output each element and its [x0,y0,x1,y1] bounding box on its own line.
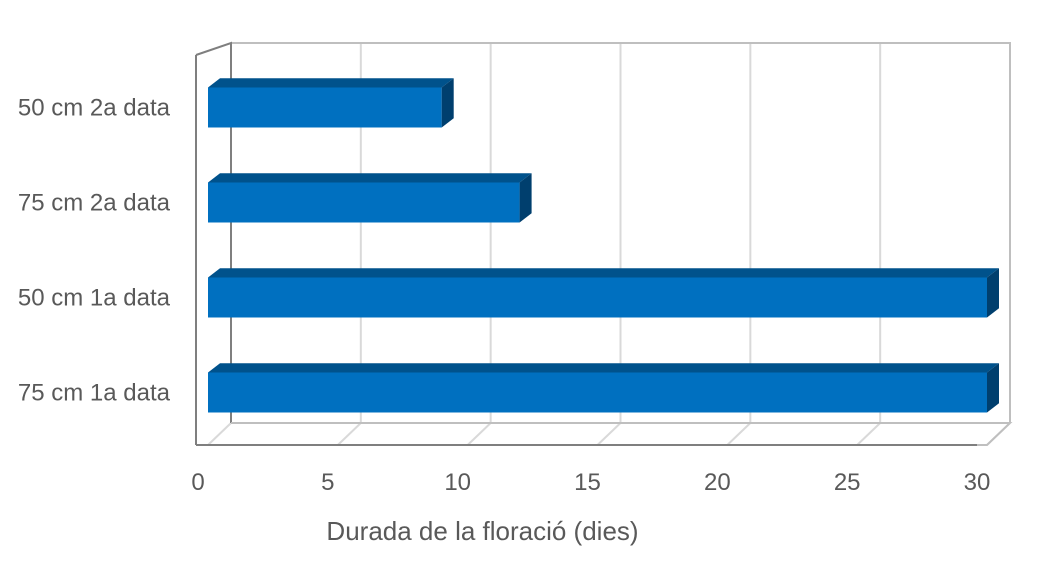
bar [208,268,999,318]
category-label: 50 cm 1a data [18,285,171,312]
bar-side [441,78,454,128]
floor-gridline [337,422,362,446]
x-tick-labels: 0 5 10 15 20 25 30 [191,469,990,496]
bar-side [519,173,532,223]
x-tick-label: 30 [964,469,991,496]
back-wall-outline [231,42,1011,423]
floor-gridline [856,422,881,446]
floor-gridline [207,422,232,446]
category-label: 75 cm 1a data [18,380,171,407]
floor-gridline [726,422,752,446]
bar [208,173,532,223]
floor-gridline [466,422,492,446]
bar-front [208,372,987,413]
x-tick-label: 25 [834,469,861,496]
x-tick-label: 15 [574,469,601,496]
x-tick-label: 20 [704,469,731,496]
bar-front [208,87,442,128]
x-tick-label: 5 [321,469,334,496]
chart-frame [195,41,1013,446]
x-tick-label: 0 [191,469,204,496]
bar-front [208,182,520,223]
bar-side [987,268,999,318]
bar [208,78,454,128]
category-labels: 75 cm 1a data 50 cm 1a data 75 cm 2a data 5… [18,95,171,407]
floor-outline [196,422,1013,446]
floor-gridline [596,422,622,446]
bars [208,78,999,413]
x-tick-label: 10 [444,469,471,496]
category-label: 50 cm 2a data [18,95,171,122]
bar-top [208,363,999,373]
bar-front [208,277,987,318]
bar [208,363,999,413]
bar-top [208,78,454,88]
bar-top [208,173,532,183]
x-axis-title: Durada de la floració (dies) [326,516,638,546]
category-label: 75 cm 2a data [18,190,171,217]
bar-side [987,363,999,413]
bar-top [208,268,999,278]
